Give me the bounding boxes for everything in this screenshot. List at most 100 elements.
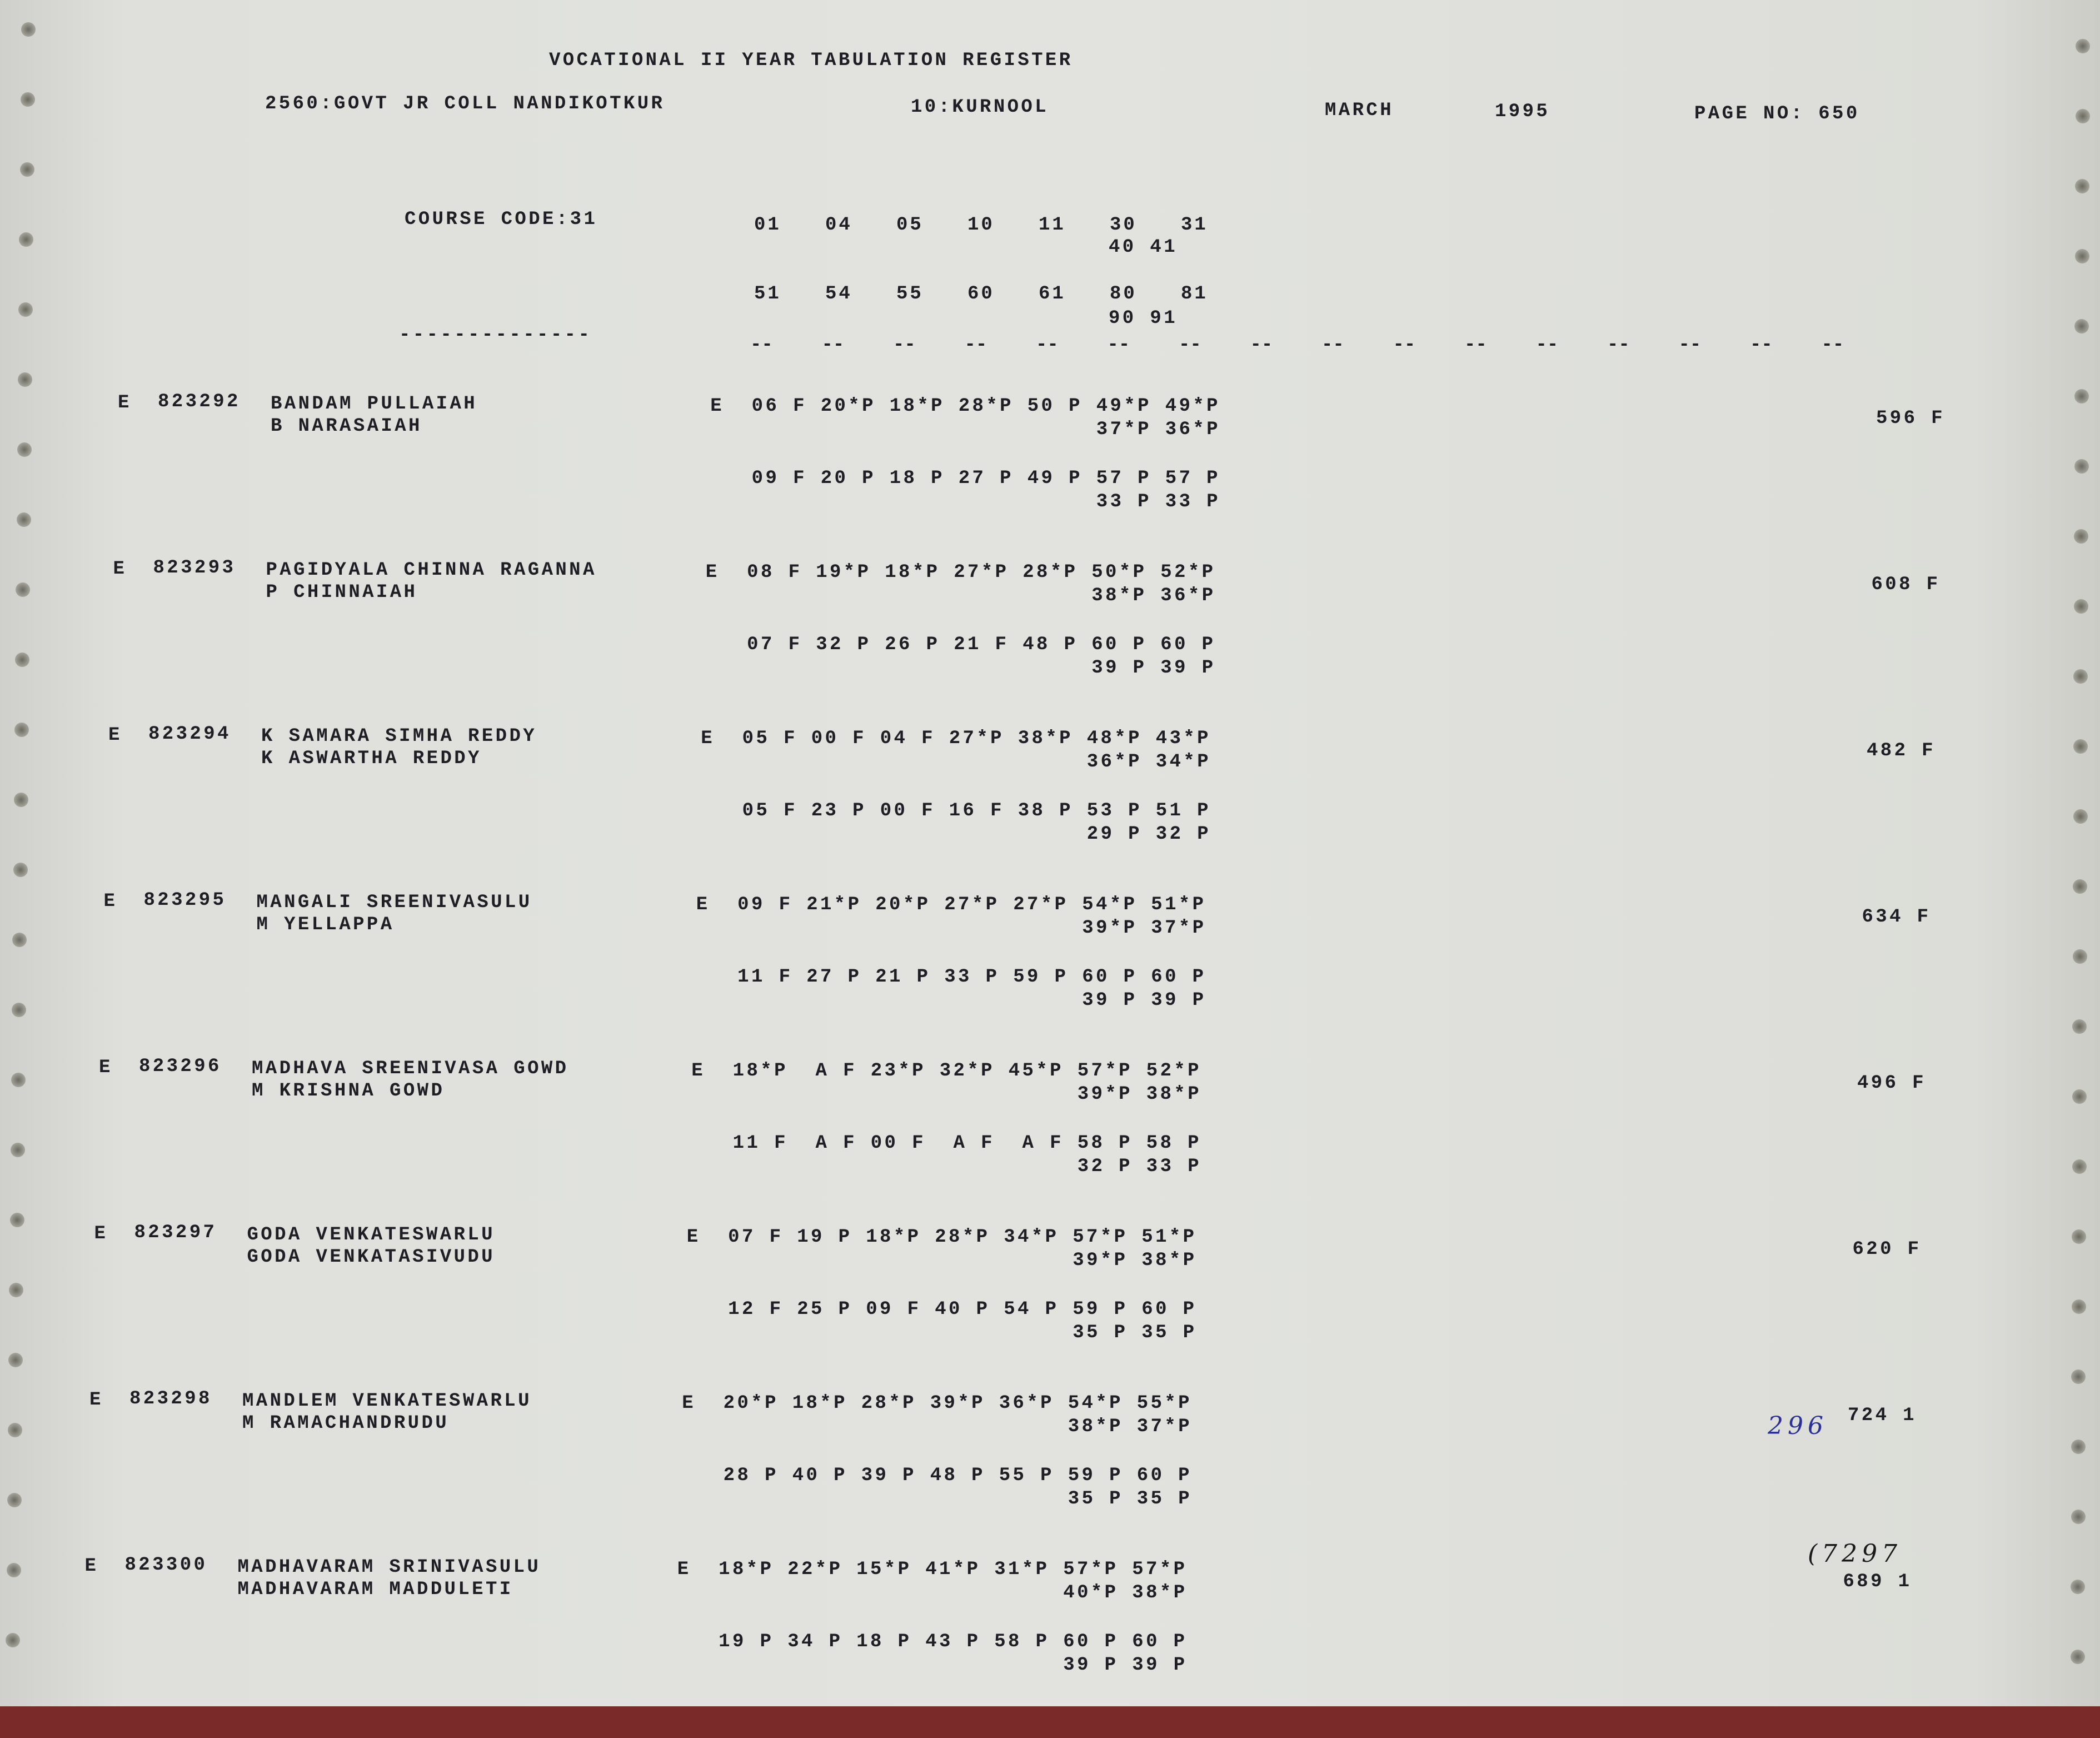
- roll-number: 823294: [148, 724, 231, 745]
- feed-hole: [2072, 1089, 2087, 1104]
- feed-hole: [13, 793, 28, 807]
- marks-row2: 12 F 25 P 09 F 40 P 54 P 59 P 60 P: [728, 1299, 1197, 1320]
- record-flag: E: [108, 725, 122, 746]
- register-title: VOCATIONAL II YEAR TABULATION REGISTER: [549, 50, 1073, 71]
- exam-month: MARCH: [1325, 100, 1394, 121]
- father-name: K ASWARTHA REDDY: [261, 748, 482, 769]
- total-result: 596 F: [1875, 408, 1945, 429]
- separator-line: --------------: [399, 325, 592, 346]
- feed-hole: [19, 162, 34, 177]
- exam-year: 1995: [1495, 101, 1550, 122]
- handwritten-note: 296: [1768, 1412, 1828, 1440]
- feed-hole: [2071, 1370, 2086, 1384]
- marks-row1b: 39*P 37*P: [1082, 918, 1206, 939]
- feed-hole: [2072, 1159, 2087, 1174]
- column-dash: --: [1250, 335, 1273, 356]
- marks-row2b: 39 P 39 P: [1082, 990, 1206, 1011]
- feed-hole: [2074, 529, 2089, 544]
- column-dash: --: [1750, 335, 1773, 356]
- column-dash: --: [1607, 335, 1630, 356]
- student-name: GODA VENKATESWARLU: [247, 1224, 495, 1246]
- subject-code: 81: [1181, 283, 1208, 305]
- marks-row1b: 39*P 38*P: [1073, 1250, 1197, 1271]
- student-name: BANDAM PULLAIAH: [271, 394, 478, 415]
- father-name: MADHAVARAM MADDULETI: [237, 1579, 513, 1600]
- feed-hole: [2072, 949, 2087, 964]
- student-name: PAGIDYALA CHINNA RAGANNA: [266, 560, 597, 581]
- marks-row1: E 08 F 19*P 18*P 27*P 28*P 50*P 52*P: [705, 562, 1216, 583]
- feed-hole: [2075, 179, 2090, 193]
- marks-row2: 09 F 20 P 18 P 27 P 49 P 57 P 57 P: [751, 468, 1220, 489]
- feed-hole: [2070, 1650, 2085, 1664]
- marks-row2b: 35 P 35 P: [1068, 1488, 1192, 1510]
- binder-edge: [0, 1706, 2100, 1738]
- total-result: 496 F: [1857, 1073, 1926, 1094]
- marks-row1: E 20*P 18*P 28*P 39*P 36*P 54*P 55*P: [682, 1393, 1192, 1414]
- marks-row1: E 06 F 20*P 18*P 28*P 50 P 49*P 49*P: [710, 396, 1220, 417]
- marks-row2: 05 F 23 P 00 F 16 F 38 P 53 P 51 P: [742, 800, 1211, 821]
- father-name: M RAMACHANDRUDU: [242, 1413, 450, 1434]
- feed-hole: [6, 1633, 21, 1647]
- marks-row2b: 35 P 35 P: [1073, 1322, 1197, 1343]
- subject-codes-row2: 51 54 55 60 61 80 81: [754, 283, 1252, 305]
- marks-row2b: 29 P 32 P: [1086, 824, 1211, 845]
- feed-hole: [2075, 109, 2090, 123]
- subject-code: 30: [1110, 215, 1137, 236]
- father-name: P CHINNAIAH: [266, 582, 418, 603]
- total-result: 689 1: [1843, 1571, 1912, 1592]
- page-number: PAGE NO: 650: [1694, 103, 1860, 125]
- column-dash: --: [964, 335, 987, 356]
- feed-hole: [13, 863, 28, 877]
- feed-hole: [2071, 1510, 2086, 1524]
- record-flag: E: [103, 891, 118, 912]
- feed-hole: [2072, 1229, 2087, 1244]
- marks-row2b: 39 P 39 P: [1091, 658, 1216, 679]
- subject-code: 10: [967, 215, 995, 236]
- subject-codes-row1b: 40 41: [1109, 237, 1178, 258]
- feed-hole: [16, 512, 31, 527]
- column-dash: --: [1535, 335, 1559, 356]
- feed-hole: [9, 1213, 24, 1227]
- feed-hole: [2073, 739, 2088, 754]
- student-name: K SAMARA SIMHA REDDY: [261, 726, 537, 747]
- course-code: COURSE CODE:31: [405, 209, 598, 230]
- column-dash: --: [1036, 335, 1059, 356]
- column-dash: --: [1678, 335, 1702, 356]
- total-result: 608 F: [1871, 574, 1941, 595]
- marks-row2: 28 P 40 P 39 P 48 P 55 P 59 P 60 P: [723, 1465, 1192, 1486]
- total-result: 724 1: [1847, 1405, 1917, 1426]
- feed-hole: [8, 1423, 22, 1437]
- column-dash: --: [1393, 335, 1416, 356]
- feed-hole: [12, 1003, 27, 1017]
- subject-codes-row1: 01 04 05 10 11 30 31: [754, 215, 1252, 236]
- subject-code: 31: [1181, 215, 1208, 236]
- marks-row2b: 33 P 33 P: [1096, 491, 1220, 512]
- subject-codes-row2b: 90 91: [1109, 308, 1178, 329]
- marks-row1b: 38*P 37*P: [1068, 1416, 1192, 1437]
- feed-hole: [7, 1493, 22, 1507]
- father-name: B NARASAIAH: [271, 416, 422, 437]
- feed-hole: [10, 1143, 25, 1157]
- subject-code: 61: [1039, 283, 1066, 305]
- feed-hole: [2074, 249, 2089, 263]
- feed-hole: [2074, 319, 2089, 333]
- feed-hole: [16, 582, 31, 597]
- marks-row1: E 09 F 21*P 20*P 27*P 27*P 54*P 51*P: [696, 894, 1206, 915]
- marks-row2: 11 F A F 00 F A F A F 58 P 58 P: [732, 1133, 1201, 1154]
- column-dash: --: [1107, 335, 1130, 356]
- feed-hole: [2074, 389, 2089, 404]
- marks-row2: 19 P 34 P 18 P 43 P 58 P 60 P 60 P: [719, 1631, 1188, 1652]
- feed-hole: [2071, 1299, 2086, 1314]
- student-name: MADHAVARAM SRINIVASULU: [237, 1557, 541, 1578]
- record-flag: E: [118, 392, 132, 414]
- feed-hole: [2073, 669, 2088, 684]
- marks-row1: E 18*P A F 23*P 32*P 45*P 57*P 52*P: [691, 1060, 1201, 1082]
- roll-number: 823296: [139, 1056, 222, 1077]
- roll-number: 823297: [134, 1222, 217, 1243]
- subject-code: 04: [825, 215, 852, 236]
- marks-row2: 11 F 27 P 21 P 33 P 59 P 60 P 60 P: [737, 967, 1206, 988]
- feed-hole: [6, 1563, 21, 1577]
- father-name: M YELLAPPA: [256, 914, 395, 935]
- subject-code: 55: [896, 283, 924, 305]
- column-separators: -- -- -- -- -- -- -- -- -- -- -- -- -- -- -- --: [750, 335, 1893, 356]
